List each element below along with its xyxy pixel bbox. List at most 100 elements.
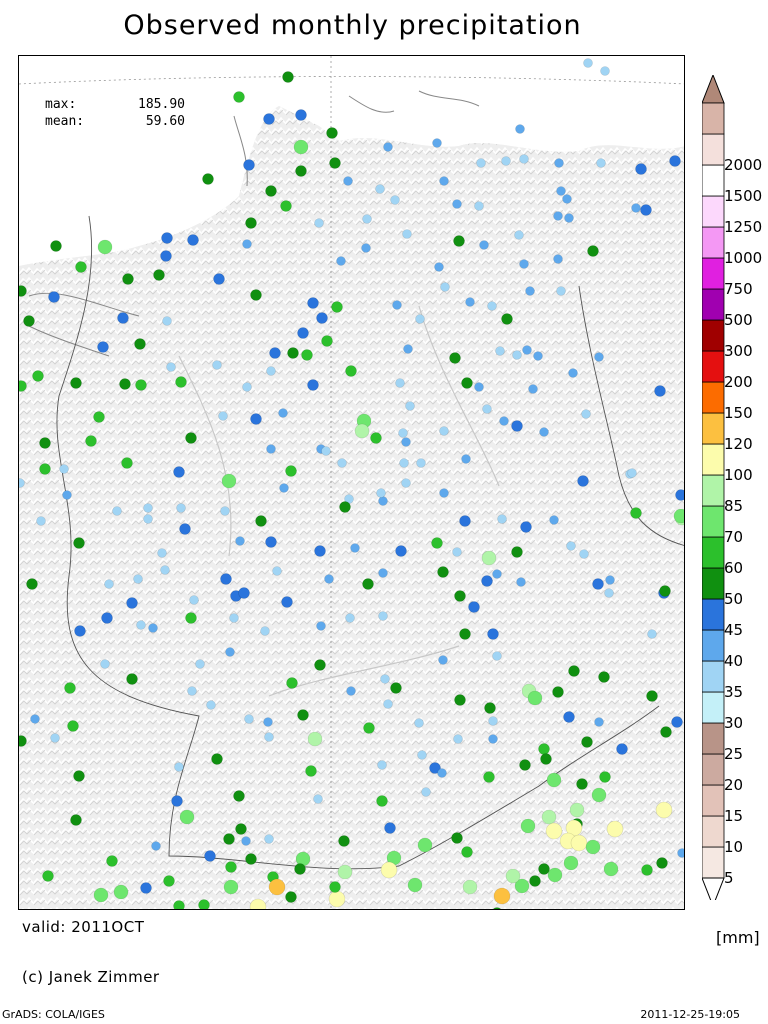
max-label: max:: [45, 97, 77, 112]
station-dot: [338, 835, 350, 847]
station-dot: [492, 907, 502, 909]
station-dot: [380, 861, 398, 879]
station-dot: [204, 850, 216, 862]
station-dot: [514, 878, 530, 894]
max-value: 185.90: [138, 97, 185, 112]
station-dot: [454, 590, 466, 602]
station-dot: [19, 735, 27, 747]
station-dot: [383, 142, 393, 152]
legend-swatch: [702, 691, 725, 724]
legend-swatch: [702, 598, 725, 631]
station-dot: [646, 690, 658, 702]
station-dot: [553, 211, 563, 221]
station-dot: [656, 857, 668, 869]
station-dot: [179, 523, 191, 535]
station-dot: [73, 537, 85, 549]
legend-label: 5: [724, 869, 734, 887]
station-dot: [242, 382, 252, 392]
station-dot: [600, 66, 610, 76]
station-dot: [173, 466, 185, 478]
station-dot: [243, 159, 255, 171]
station-dot: [546, 772, 562, 788]
station-dot: [126, 673, 138, 685]
station-dot: [461, 846, 473, 858]
station-dot: [242, 239, 252, 249]
river-lines: [178, 305, 500, 697]
station-dot: [395, 378, 405, 388]
station-dot: [380, 674, 390, 684]
timestamp-label: 2011-12-25-19:05: [640, 1008, 740, 1021]
station-dot: [198, 899, 210, 909]
station-dot: [321, 335, 333, 347]
station-dot: [23, 315, 35, 327]
station-dot: [452, 547, 462, 557]
legend-label: 40: [724, 652, 744, 670]
legend-swatch: [702, 505, 725, 538]
station-dot: [263, 113, 275, 125]
station-dot: [157, 548, 167, 558]
station-dot: [264, 732, 274, 742]
station-dot: [492, 569, 502, 579]
legend-swatch: [702, 660, 725, 693]
station-dot: [481, 550, 497, 566]
station-dot: [370, 432, 382, 444]
station-dot: [570, 834, 588, 852]
station-dot: [581, 409, 591, 419]
station-dot: [497, 514, 507, 524]
station-dot: [454, 694, 466, 706]
mean-value: 59.60: [145, 114, 185, 129]
station-dot: [401, 437, 411, 447]
station-dot: [654, 385, 666, 397]
station-dot: [581, 736, 593, 748]
station-dot: [73, 770, 85, 782]
station-dot: [244, 714, 254, 724]
legend-label: 70: [724, 528, 744, 546]
station-dot: [376, 795, 388, 807]
station-dot: [525, 286, 535, 296]
legend-swatch: [702, 443, 725, 476]
station-dot: [221, 473, 237, 489]
station-dot: [233, 91, 245, 103]
station-dot: [328, 890, 346, 908]
station-dot: [563, 711, 575, 723]
station-dot: [269, 347, 281, 359]
station-dot: [399, 458, 409, 468]
legend-swatch: [702, 381, 725, 414]
station-dot: [495, 346, 505, 356]
station-dot: [235, 536, 245, 546]
station-dot: [641, 864, 653, 876]
station-dot: [451, 832, 463, 844]
station-dot: [260, 626, 270, 636]
station-dot: [326, 127, 338, 139]
station-dot: [461, 454, 471, 464]
station-dot: [540, 753, 552, 765]
station-dot: [280, 200, 292, 212]
station-dot: [225, 861, 237, 873]
station-dot: [598, 671, 610, 683]
station-dot: [538, 863, 550, 875]
station-dot: [19, 380, 27, 392]
legend-label: 45: [724, 621, 744, 639]
legend-label: 25: [724, 745, 744, 763]
station-dot: [93, 887, 109, 903]
legend-swatch: [702, 195, 725, 228]
station-dot: [104, 579, 114, 589]
station-dot: [476, 158, 486, 168]
legend-swatch: [702, 164, 725, 197]
station-dot: [363, 722, 375, 734]
station-dot: [616, 743, 628, 755]
precipitation-map[interactable]: max: 185.90 mean: 59.60: [18, 55, 685, 910]
legend-bottom-cap: [702, 877, 725, 900]
station-dot: [568, 665, 580, 677]
station-dot: [185, 612, 197, 624]
station-dot: [307, 297, 319, 309]
legend-swatch: [702, 319, 725, 352]
station-dot: [281, 596, 293, 608]
station-dot: [50, 733, 60, 743]
station-dot: [554, 158, 564, 168]
station-dot: [70, 814, 82, 826]
legend-swatch: [702, 288, 725, 321]
station-dot: [493, 887, 511, 905]
station-dot: [151, 841, 161, 851]
station-dot: [307, 379, 319, 391]
